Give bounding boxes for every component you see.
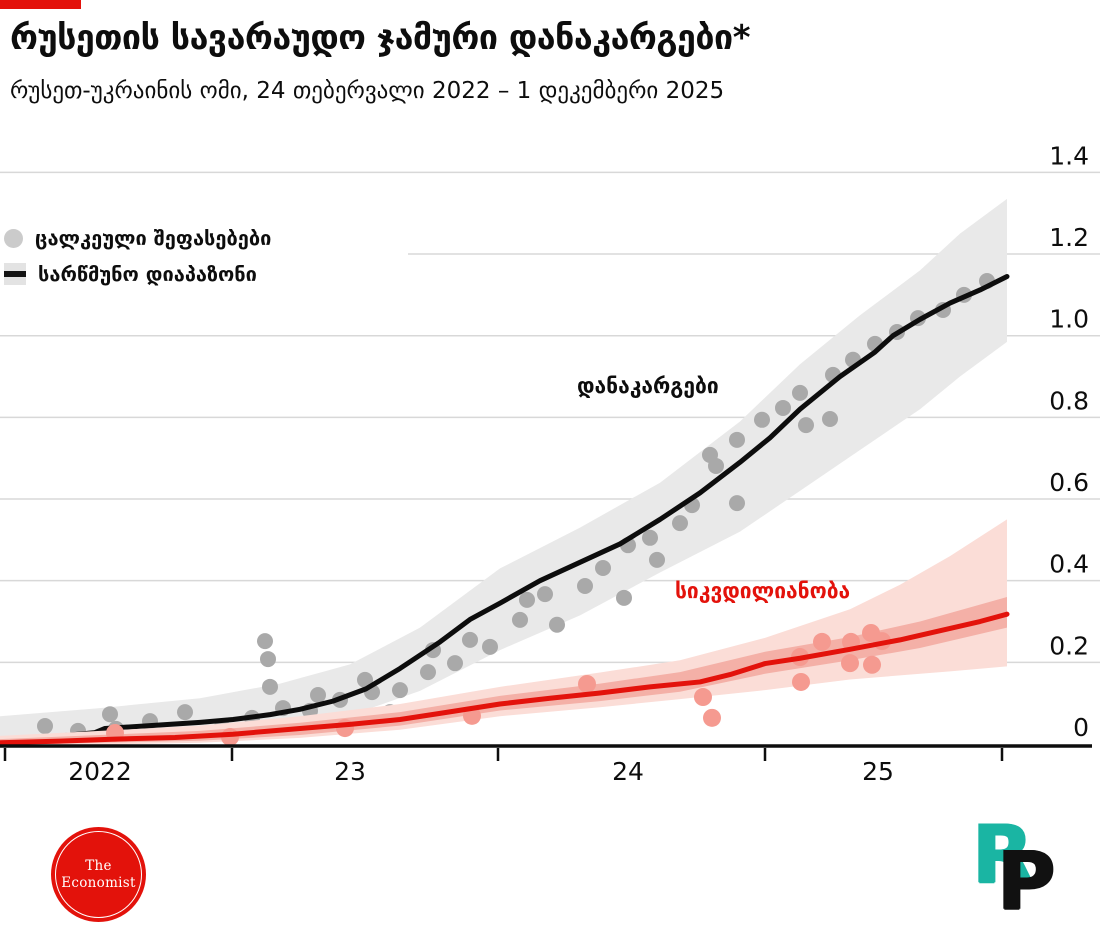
economist-logo-ring: The Economist <box>55 831 142 918</box>
y-tick-label: 1.2 <box>1049 223 1089 252</box>
estimate-dot <box>775 399 791 416</box>
legend-item-estimates: ცალკეული შეფასებები <box>4 220 404 256</box>
x-tick-label: 24 <box>612 757 644 786</box>
brand-red-tab <box>0 0 81 9</box>
estimate-dot <box>310 687 326 704</box>
economist-logo: The Economist <box>51 827 146 922</box>
estimate-dot <box>822 410 838 427</box>
legend-label: ცალკეული შეფასებები <box>35 226 272 250</box>
confidence-band <box>0 519 1007 748</box>
legend: ცალკეული შეფასებები სარწმუნო დიაპაზონი <box>0 214 408 302</box>
y-tick-label: 0.8 <box>1049 386 1089 415</box>
legend-item-credible-range: სარწმუნო დიაპაზონი <box>4 256 404 292</box>
estimate-dot <box>729 431 745 448</box>
footer: The Economist R P <box>0 810 1100 952</box>
estimate-dot <box>512 611 528 628</box>
estimate-dot <box>792 384 808 401</box>
estimate-dot <box>37 718 53 735</box>
estimate-dot <box>729 495 745 512</box>
estimate-dot <box>578 674 596 693</box>
estimate-dot <box>577 577 593 594</box>
estimate-dot <box>102 706 118 723</box>
estimate-dot <box>708 457 724 474</box>
estimate-dot <box>537 586 553 603</box>
estimate-dot <box>482 638 498 655</box>
estimate-dot <box>549 616 565 633</box>
estimate-dot <box>694 688 712 707</box>
estimate-dot <box>262 678 278 695</box>
rp-logo: R P <box>972 808 1056 925</box>
estimate-dot <box>863 655 881 674</box>
confidence-band <box>0 198 1007 744</box>
chart-title: რუსეთის სავარაუდო ჯამური დანაკარგები* <box>10 18 751 58</box>
y-tick-label: 0.2 <box>1049 631 1089 660</box>
economist-logo-text: The Economist <box>61 858 136 891</box>
estimate-dot <box>462 631 478 648</box>
estimate-dot <box>257 633 273 650</box>
estimate-dot <box>813 632 831 651</box>
estimate-dot <box>649 551 665 568</box>
y-tick-label: 0 <box>1073 713 1089 742</box>
series-label: სიკვდილიანობა <box>675 579 850 603</box>
estimate-dot <box>420 664 436 681</box>
estimate-dot <box>260 651 276 668</box>
estimate-dot <box>642 529 658 546</box>
estimate-dot <box>595 560 611 577</box>
y-tick-label: 1.4 <box>1049 141 1089 170</box>
x-tick-label: 23 <box>334 757 366 786</box>
estimate-dot <box>177 704 193 721</box>
estimate-dot <box>392 682 408 699</box>
legend-label: სარწმუნო დიაპაზონი <box>38 262 257 286</box>
y-tick-label: 1.0 <box>1049 305 1089 334</box>
trend-line <box>0 611 1010 746</box>
estimate-dot <box>798 417 814 434</box>
estimate-dot <box>447 655 463 672</box>
estimate-dot <box>841 654 859 673</box>
x-tick-label: 25 <box>862 757 894 786</box>
estimate-dot-icon <box>4 228 23 248</box>
estimate-dot <box>357 671 373 688</box>
estimate-dot <box>754 411 770 428</box>
rp-logo-letter-r: R <box>972 808 1034 901</box>
estimate-dot <box>792 672 810 691</box>
trend-line <box>0 273 1010 745</box>
y-tick-label: 0.4 <box>1049 550 1089 579</box>
chart-subtitle: რუსეთ-უკრაინის ომი, 24 თებერვალი 2022 – … <box>10 78 725 104</box>
estimate-dot <box>672 515 688 532</box>
estimate-dot <box>616 589 632 606</box>
credible-range-icon <box>4 263 26 285</box>
series-label: დანაკარგები <box>577 374 719 398</box>
rp-logo-letter-p: P <box>997 835 1056 928</box>
y-tick-label: 0.6 <box>1049 468 1089 497</box>
estimate-dot <box>519 591 535 608</box>
estimate-dot <box>703 708 721 727</box>
x-tick-label: 2022 <box>68 757 132 786</box>
